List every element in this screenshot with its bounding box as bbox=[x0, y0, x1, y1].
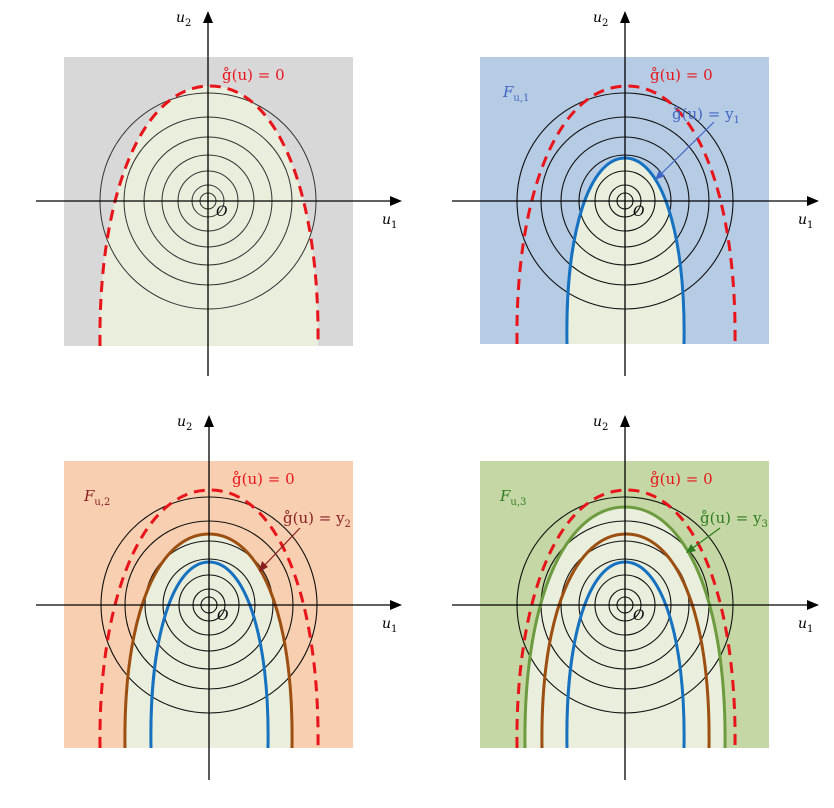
panel-4-family-label: Fu,3 bbox=[499, 487, 526, 508]
panel-1-feasible-region bbox=[99, 86, 319, 346]
panel-3-level-2-pointer-head bbox=[259, 561, 268, 572]
panel-4-axes bbox=[452, 422, 812, 780]
panel-3-family-label: Fu,2 bbox=[83, 487, 110, 508]
panel-1-y-arrow bbox=[203, 11, 213, 23]
panel-4-x-axis-label: u1 bbox=[798, 616, 813, 635]
panel-2-family-label: Fu,1 bbox=[502, 83, 529, 104]
panel-2-origin-label: O bbox=[633, 204, 645, 220]
panel-1-boundary-label: g̊(u) = 0 bbox=[222, 66, 285, 84]
panel-2-y-axis-label: u2 bbox=[593, 10, 608, 29]
panel-1-axes bbox=[36, 18, 395, 376]
panel-3-x-axis-label: u1 bbox=[382, 616, 397, 635]
panel-3-y-axis-label: u2 bbox=[177, 414, 192, 433]
panel-2-x-axis-label: u1 bbox=[798, 212, 813, 231]
panel-2-level-1-pointer bbox=[656, 121, 715, 179]
panel-1-boundary-curve bbox=[98, 84, 320, 347]
panel-3-origin-label: O bbox=[217, 608, 229, 624]
panel-3-boundary-label: g̊(u) = 0 bbox=[232, 470, 295, 488]
panel-4-level-label: g̊(u) = y3 bbox=[700, 509, 768, 530]
panel-3-level-label: g̊(u) = y2 bbox=[283, 509, 351, 530]
panel-3-y-arrow bbox=[204, 415, 214, 427]
panel-4-level-3-pointer bbox=[689, 527, 721, 551]
panel-3-level-2-pointer bbox=[261, 527, 301, 569]
panel-2-y-arrow bbox=[620, 11, 630, 23]
panel-1-origin-label: O bbox=[216, 204, 228, 220]
panel-4-y-axis-label: u2 bbox=[593, 414, 608, 433]
panel-1: u1 u2 O g̊(u) = 0 bbox=[36, 10, 402, 376]
panel-4-level-2-curve bbox=[540, 532, 711, 749]
panel-3-axes bbox=[36, 422, 395, 780]
panel-4: u1 u2 O g̊(u) = 0 Fu,3 g̊(u) = y3 bbox=[452, 414, 819, 780]
panel-1-y-axis-label: u2 bbox=[176, 10, 191, 29]
panel-1-x-arrow bbox=[390, 196, 402, 206]
panel-3-x-arrow bbox=[390, 600, 402, 610]
panel-2-level-label: g̊(u) = y1 bbox=[672, 105, 740, 126]
panel-2-level-1-pointer-head bbox=[655, 170, 665, 180]
panel-4-boundary-label: g̊(u) = 0 bbox=[650, 470, 713, 488]
panel-2-x-arrow bbox=[807, 196, 819, 206]
panel-2-axes bbox=[452, 18, 812, 376]
panel-1-x-axis-label: u1 bbox=[382, 212, 397, 231]
panel-3: u1 u2 O g̊(u) = 0 Fu,2 g̊(u) = y2 bbox=[36, 414, 402, 780]
panel-4-y-arrow bbox=[620, 415, 630, 427]
panel-2-boundary-label: g̊(u) = 0 bbox=[650, 66, 713, 84]
panel-4-origin-label: O bbox=[633, 608, 645, 624]
panel-2: u1 u2 O g̊(u) = 0 Fu,1 g̊(u) = y1 bbox=[452, 10, 819, 376]
panel-4-level-3-pointer-head bbox=[686, 544, 696, 553]
panel-4-x-arrow bbox=[807, 600, 819, 610]
